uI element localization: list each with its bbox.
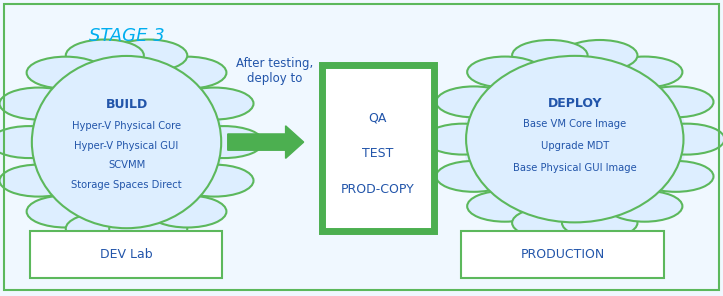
Text: DEV Lab: DEV Lab bbox=[100, 248, 153, 261]
FancyArrow shape bbox=[228, 126, 304, 158]
Ellipse shape bbox=[562, 207, 638, 238]
Ellipse shape bbox=[66, 40, 144, 72]
Ellipse shape bbox=[512, 207, 588, 238]
Text: TEST: TEST bbox=[362, 147, 393, 160]
Ellipse shape bbox=[638, 86, 714, 117]
Ellipse shape bbox=[512, 40, 588, 71]
Ellipse shape bbox=[607, 57, 683, 87]
Text: Base VM Core Image: Base VM Core Image bbox=[523, 119, 626, 129]
Text: QA: QA bbox=[369, 112, 387, 125]
Ellipse shape bbox=[66, 213, 144, 244]
Ellipse shape bbox=[425, 124, 500, 155]
Ellipse shape bbox=[467, 57, 543, 87]
Text: STAGE 3: STAGE 3 bbox=[89, 27, 164, 44]
Text: BUILD: BUILD bbox=[106, 98, 147, 111]
Ellipse shape bbox=[649, 124, 723, 155]
Ellipse shape bbox=[0, 126, 68, 158]
FancyBboxPatch shape bbox=[30, 231, 222, 278]
Ellipse shape bbox=[562, 40, 638, 71]
Ellipse shape bbox=[436, 161, 512, 192]
Text: PROD-COPY: PROD-COPY bbox=[341, 183, 415, 196]
Text: Hyper-V Physical GUI: Hyper-V Physical GUI bbox=[74, 141, 179, 151]
Ellipse shape bbox=[436, 86, 512, 117]
Ellipse shape bbox=[27, 57, 105, 89]
Ellipse shape bbox=[148, 57, 226, 89]
Ellipse shape bbox=[32, 56, 221, 228]
Ellipse shape bbox=[29, 53, 224, 231]
Text: After testing,
deploy to: After testing, deploy to bbox=[236, 57, 313, 85]
Ellipse shape bbox=[607, 191, 683, 222]
Ellipse shape bbox=[0, 165, 77, 197]
Ellipse shape bbox=[467, 191, 543, 222]
FancyBboxPatch shape bbox=[461, 231, 664, 278]
Ellipse shape bbox=[27, 196, 105, 228]
Ellipse shape bbox=[0, 88, 77, 120]
Ellipse shape bbox=[463, 53, 687, 225]
Ellipse shape bbox=[638, 161, 714, 192]
Text: Storage Spaces Direct: Storage Spaces Direct bbox=[71, 180, 182, 190]
Ellipse shape bbox=[148, 196, 226, 228]
Ellipse shape bbox=[109, 40, 187, 72]
Ellipse shape bbox=[185, 126, 263, 158]
Ellipse shape bbox=[109, 213, 187, 244]
Text: DEPLOY: DEPLOY bbox=[547, 96, 602, 110]
Ellipse shape bbox=[176, 165, 254, 197]
Text: SCVMM: SCVMM bbox=[108, 160, 145, 170]
Ellipse shape bbox=[176, 88, 254, 120]
Text: PRODUCTION: PRODUCTION bbox=[521, 248, 604, 261]
FancyBboxPatch shape bbox=[322, 65, 434, 231]
Ellipse shape bbox=[466, 56, 683, 222]
Text: Base Physical GUI Image: Base Physical GUI Image bbox=[513, 163, 637, 173]
Text: Upgrade MDT: Upgrade MDT bbox=[541, 141, 609, 151]
Text: Hyper-V Physical Core: Hyper-V Physical Core bbox=[72, 121, 181, 131]
